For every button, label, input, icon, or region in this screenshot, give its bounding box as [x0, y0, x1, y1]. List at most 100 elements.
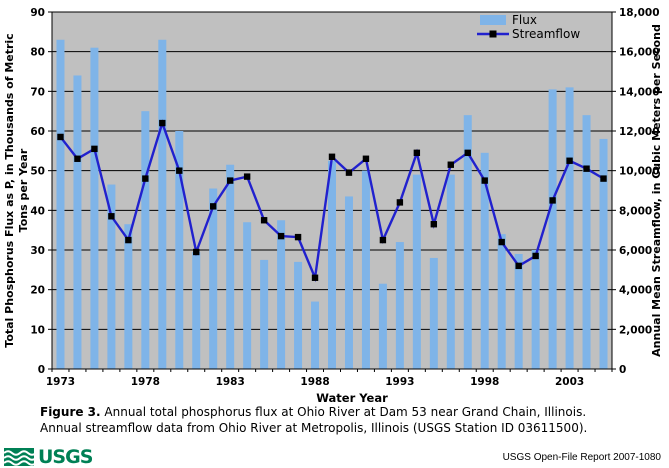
flux-bar [141, 111, 150, 370]
caption-line2: Annual streamflow data from Ohio River a… [40, 421, 588, 435]
streamflow-marker [481, 177, 488, 184]
chart-canvas: 0 10 20 30 40 50 60 70 80 90 0 2,000 4,000 6,000 8,000… [3, 7, 663, 405]
streamflow-marker [515, 262, 522, 270]
footer: USGS USGS Open-File Report 2007-1080 [0, 444, 669, 468]
legend-streamflow-marker [489, 30, 497, 38]
streamflow-marker [600, 175, 607, 182]
left-axis-title-line1: Total Phosphorus Flux as P, in Thousands… [3, 33, 16, 347]
usgs-wordmark: USGS [38, 445, 93, 468]
flux-bar [361, 170, 370, 369]
flux-bar [226, 164, 235, 369]
usgs-logo: USGS [4, 445, 93, 468]
left-tick-label: 80 [30, 47, 45, 59]
streamflow-marker [532, 252, 539, 260]
streamflow-marker [413, 149, 421, 157]
streamflow-marker [311, 274, 319, 281]
flux-bar [243, 222, 252, 369]
flux-bar [260, 259, 269, 369]
left-tick-label: 40 [30, 205, 45, 217]
right-axis-labels: 0 2,000 4,000 6,000 8,000 10,000 12,000 14,000 1… [612, 7, 660, 376]
right-tick-label: 8,000 [619, 205, 652, 217]
streamflow-marker [396, 199, 404, 206]
flux-bar [497, 234, 506, 369]
flux-bar [175, 131, 184, 369]
left-axis-labels: 0 10 20 30 40 50 60 70 80 90 [30, 7, 52, 376]
streamflow-marker [362, 155, 370, 162]
streamflow-marker [379, 236, 387, 244]
flux-bar [192, 251, 201, 369]
streamflow-markers [57, 119, 607, 281]
flux-bar [599, 138, 608, 369]
flux-bar [124, 224, 133, 369]
streamflow-marker [447, 161, 454, 168]
left-tick-label: 50 [30, 166, 45, 178]
flux-bar [328, 160, 336, 369]
x-tick-label: 1983 [216, 376, 245, 388]
flux-bar [158, 39, 167, 370]
flux-bar [395, 242, 404, 369]
streamflow-marker [566, 157, 573, 164]
right-tick-label: 14,000 [619, 86, 660, 98]
streamflow-marker [260, 217, 268, 224]
x-axis-labels: 1973 1978 1983 1988 1993 1998 2003 [46, 376, 584, 388]
x-axis-ticks [51, 369, 613, 372]
right-tick-label: 0 [619, 364, 626, 376]
flux-bar [480, 152, 489, 369]
flux-bar [73, 75, 82, 369]
left-axis-title-line2: Tons per Year [17, 148, 30, 232]
x-tick-label: 1988 [300, 376, 329, 388]
left-tick-label: 20 [30, 285, 45, 297]
flux-bar [90, 47, 99, 369]
streamflow-marker [464, 149, 471, 157]
streamflow-marker [193, 248, 200, 256]
right-tick-label: 12,000 [619, 126, 660, 138]
right-tick-label: 18,000 [619, 7, 660, 19]
flux-bar [277, 220, 286, 369]
left-tick-label: 0 [38, 364, 45, 376]
streamflow-marker [277, 232, 285, 240]
legend-flux-label: Flux [512, 13, 537, 27]
flux-bar [344, 196, 353, 369]
left-tick-label: 10 [30, 324, 45, 336]
right-tick-label: 2,000 [619, 324, 652, 336]
streamflow-marker [125, 236, 132, 244]
streamflow-marker [549, 197, 556, 204]
streamflow-marker [583, 165, 590, 172]
streamflow-marker [498, 238, 505, 246]
flux-bar [463, 115, 472, 369]
left-tick-label: 90 [30, 7, 45, 19]
streamflow-marker [142, 175, 149, 182]
usgs-wave-icon [4, 448, 36, 466]
x-tick-label: 1993 [385, 376, 414, 388]
left-tick-label: 60 [30, 126, 45, 138]
streamflow-marker [294, 233, 302, 241]
streamflow-marker [176, 167, 183, 174]
flux-bar [514, 253, 523, 369]
legend-flux-swatch [480, 15, 506, 25]
streamflow-marker [91, 145, 98, 153]
streamflow-marker [430, 221, 438, 228]
left-tick-label: 70 [30, 86, 45, 98]
plot-border [51, 11, 613, 370]
left-tick-label: 30 [30, 245, 45, 257]
streamflow-marker [345, 169, 353, 176]
flux-bar [429, 257, 438, 369]
flux-bars [56, 39, 608, 370]
flux-bar [446, 174, 455, 369]
flux-bar [378, 283, 387, 369]
right-tick-label: 6,000 [619, 245, 652, 257]
flux-bar [548, 89, 557, 369]
streamflow-marker [159, 119, 166, 127]
flux-bar [582, 115, 591, 369]
figure-label: Figure 3. [40, 405, 101, 419]
streamflow-marker [226, 177, 234, 184]
phosphorus-streamflow-chart: 0 10 20 30 40 50 60 70 80 90 0 2,000 4,000 6,000 8,000… [3, 7, 663, 405]
streamflow-marker [108, 213, 115, 220]
report-number: USGS Open-File Report 2007-1080 [502, 452, 661, 463]
flux-bar [56, 39, 65, 370]
flux-bar [107, 184, 116, 369]
flux-bar [565, 87, 574, 369]
x-tick-label: 1978 [131, 376, 160, 388]
x-tick-label: 2003 [555, 376, 584, 388]
